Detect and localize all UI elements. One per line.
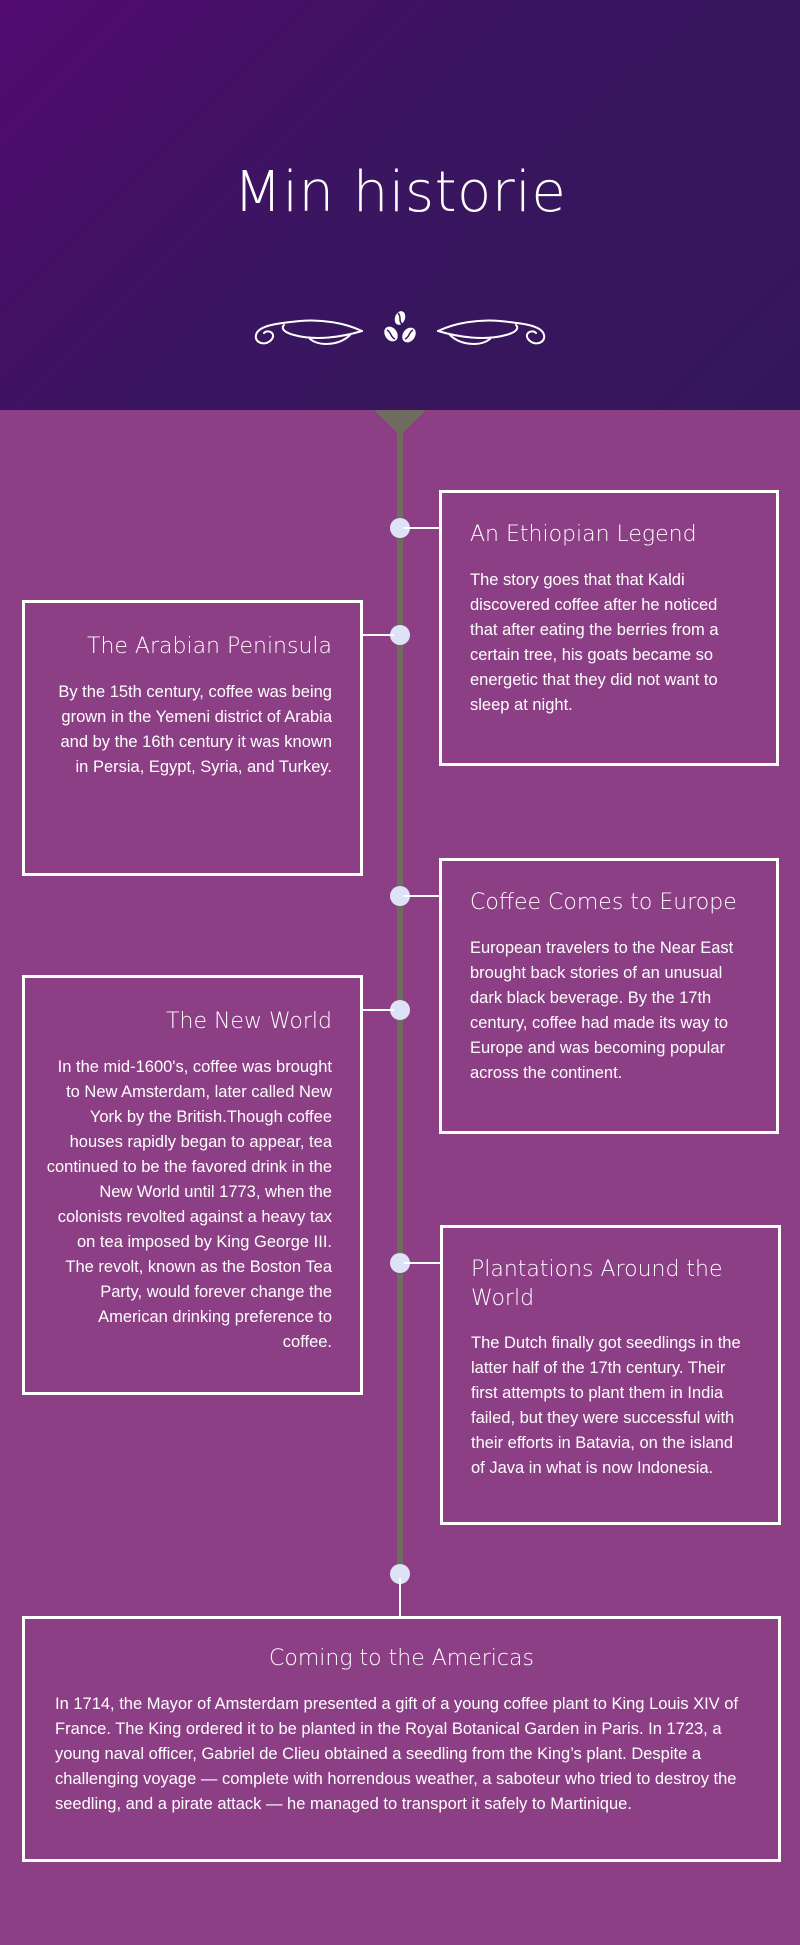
card-text: In 1714, the Mayor of Amsterdam presente…	[55, 1694, 739, 1813]
card-title: Coffee Comes to Europe	[470, 890, 737, 915]
timeline-dot	[390, 625, 410, 645]
timeline-arrow-cap	[374, 410, 426, 436]
hero-header: Min historie	[0, 0, 800, 410]
timeline-connector	[404, 1262, 441, 1264]
card-title: The New World	[166, 1009, 332, 1034]
timeline-card: Coming to the Americas In 1714, the Mayo…	[22, 1616, 781, 1862]
card-title: The Arabian Peninsula	[87, 634, 332, 659]
timeline-dot	[390, 1000, 410, 1020]
card-title: Coming to the Americas	[269, 1646, 534, 1671]
timeline-dot	[390, 518, 410, 538]
timeline-connector	[404, 527, 440, 529]
card-title: An Ethiopian Legend	[470, 522, 697, 547]
card-text: In the mid-1600's, coffee was brought to…	[46, 1057, 332, 1351]
timeline-dot	[390, 1564, 410, 1584]
coffee-beans-flourish-icon	[254, 311, 546, 345]
timeline-dot	[390, 886, 410, 906]
timeline-card: An Ethiopian Legend The story goes that …	[439, 490, 779, 766]
timeline-card: Coffee Comes to Europe European traveler…	[439, 858, 779, 1134]
timeline-connector	[362, 634, 394, 636]
card-title: Plantations Around the World	[471, 1257, 723, 1311]
timeline-card: Plantations Around the World The Dutch f…	[440, 1225, 781, 1525]
card-text: The story goes that that Kaldi discovere…	[470, 570, 719, 714]
timeline-dot	[390, 1253, 410, 1273]
timeline-connector	[399, 1578, 401, 1618]
timeline-connector	[362, 1009, 394, 1011]
timeline-card: The New World In the mid-1600's, coffee …	[22, 975, 363, 1395]
page-title: Min historie	[233, 160, 567, 225]
timeline-card: The Arabian Peninsula By the 15th centur…	[22, 600, 363, 876]
card-text: By the 15th century, coffee was being gr…	[58, 682, 332, 776]
card-text: The Dutch finally got seedlings in the l…	[471, 1334, 741, 1478]
timeline-connector	[404, 895, 440, 897]
card-text: European travelers to the Near East brou…	[470, 938, 734, 1082]
timeline-line	[397, 410, 403, 1578]
